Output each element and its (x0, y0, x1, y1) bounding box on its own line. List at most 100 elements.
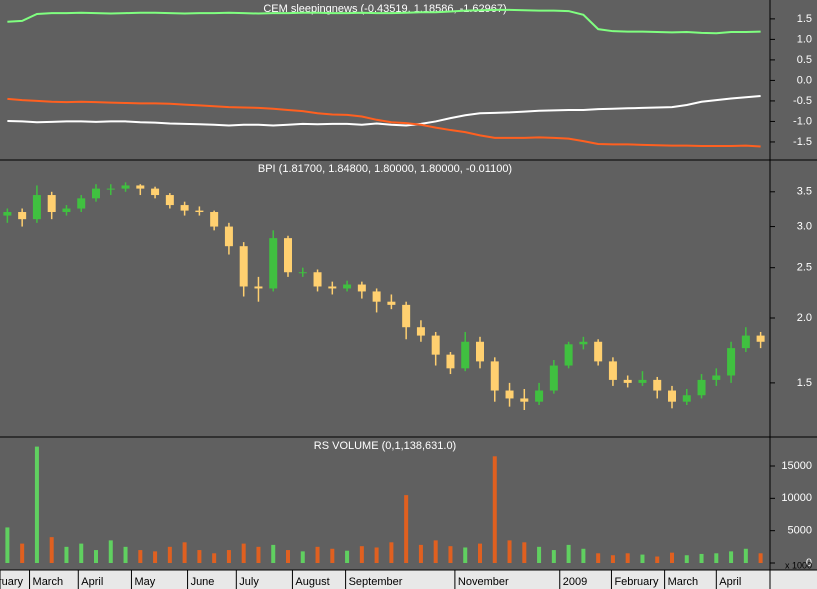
volume-bar (34, 446, 39, 564)
panel-title: BPI (1.81700, 1.84800, 1.80000, 1.80000,… (258, 163, 512, 175)
y-tick-label: 10000 (781, 492, 812, 504)
candle-body (343, 284, 352, 289)
volume-bar (655, 556, 660, 564)
x-tick-label: June (191, 576, 215, 588)
volume-bar (418, 544, 423, 564)
x-tick-label: July (239, 576, 259, 588)
candle-body (741, 335, 750, 349)
candle-body (269, 238, 278, 289)
candle-body (520, 398, 529, 402)
candle-body (3, 212, 12, 216)
volume-bar (138, 550, 143, 564)
volume-bar (463, 547, 468, 564)
candle-body (505, 390, 514, 399)
x-tick-label: 2009 (563, 576, 587, 588)
volume-bar (212, 553, 217, 564)
y-tick-label: 3.5 (797, 186, 812, 198)
volume-bar (478, 543, 482, 564)
volume-bar (581, 548, 586, 564)
candle-body (32, 195, 41, 220)
volume-bar (507, 540, 512, 564)
x-tick-label: March (668, 576, 699, 588)
candle-body (579, 341, 588, 345)
candle-body (121, 185, 130, 189)
volume-bar (684, 555, 689, 564)
candle-body (653, 379, 662, 391)
x-tick-label: September (349, 576, 403, 588)
candle-body (476, 341, 484, 362)
candle-body (727, 348, 736, 376)
candle-body (490, 361, 499, 391)
x-tick-label: August (295, 576, 329, 588)
candle-body (180, 205, 189, 211)
candle-body (608, 361, 617, 380)
volume-bar (359, 546, 364, 564)
candle-body (668, 390, 676, 402)
volume-bar (433, 540, 438, 564)
candle-body (535, 390, 544, 402)
volume-bar (20, 543, 25, 564)
volume-bar (404, 495, 409, 564)
candle-body (446, 354, 455, 369)
volume-bar (241, 543, 246, 564)
volume-bar (300, 551, 305, 564)
x-tick-label: ruary (0, 576, 24, 588)
line (7, 95, 761, 127)
x-tick-label: March (33, 576, 64, 588)
candle-body (165, 195, 174, 206)
candle-body (210, 212, 219, 227)
y-tick-label: 0 (806, 557, 812, 569)
volume-bar (610, 555, 615, 564)
candle-body (62, 208, 71, 213)
candle-body (195, 210, 204, 213)
x-tick-label: May (134, 576, 155, 588)
volume-bar (537, 546, 542, 564)
candle-body (47, 195, 56, 213)
y-tick-label: -1.0 (793, 115, 812, 127)
candle-body (623, 379, 632, 383)
volume-bar (492, 456, 497, 564)
x-tick-label: November (458, 576, 509, 588)
candle-body (564, 344, 573, 366)
candle-body (357, 284, 366, 292)
y-tick-label: 1.5 (797, 377, 812, 389)
candle-body (136, 185, 145, 189)
candle-body (594, 341, 603, 362)
x-axis-strip (0, 570, 817, 589)
x-tick-label: February (614, 576, 659, 588)
volume-bar (5, 527, 10, 564)
line (7, 97, 761, 148)
volume-bar (670, 552, 674, 564)
candle-body (313, 272, 322, 287)
volume-bar (153, 551, 158, 564)
y-tick-label: 5000 (788, 525, 812, 537)
y-tick-label: 2.0 (797, 312, 812, 324)
volume-bar (625, 553, 630, 564)
candle-body (18, 212, 27, 220)
candle-body (92, 188, 100, 199)
volume-bar (123, 546, 128, 564)
candle-body (77, 198, 86, 209)
volume-bar (226, 550, 231, 564)
candle-body (416, 327, 425, 336)
volume-bar (49, 537, 54, 564)
candle-body (372, 291, 381, 302)
candle-body (224, 226, 233, 247)
volume-bar (64, 546, 69, 564)
candle-body (298, 272, 307, 274)
panel-title: RS VOLUME (0,1,138,631.0) (314, 440, 456, 452)
candle-body (638, 379, 647, 383)
candle-body (387, 301, 396, 305)
volume-bar (108, 540, 113, 564)
candle-body (239, 246, 248, 287)
volume-bar (448, 546, 453, 564)
volume-bar (315, 546, 320, 564)
volume-bar (197, 550, 202, 564)
volume-bar (182, 542, 187, 564)
x-tick-label: April (719, 576, 741, 588)
volume-bar (271, 544, 276, 564)
candle-body (697, 379, 706, 396)
volume-bar (699, 553, 704, 564)
